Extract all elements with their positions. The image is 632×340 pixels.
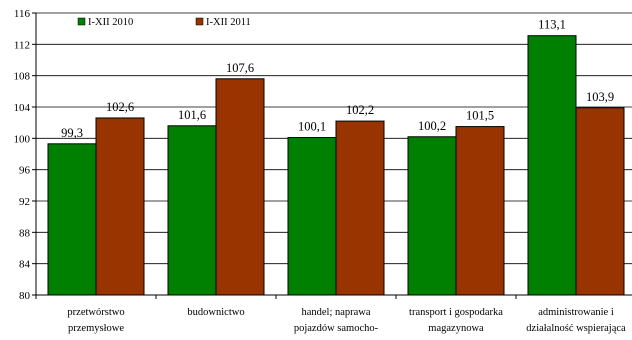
data-label: 100,2 [418,119,446,133]
data-label: 103,9 [586,90,614,104]
legend-label: I-XII 2010 [88,17,133,28]
y-tick-label: 88 [19,227,31,239]
data-label: 101,6 [178,108,206,122]
bar-0-0 [47,143,97,296]
y-tick-label: 80 [19,290,31,302]
data-label: 100,1 [298,120,326,134]
axes [32,12,632,299]
x-category-label: przetwórstwo [67,307,124,318]
legend-swatch [195,17,204,26]
y-tick-label: 100 [14,133,31,145]
bar-0-2 [287,137,337,296]
y-tick-label: 104 [14,102,31,114]
data-label: 99,3 [61,126,83,140]
bar-1-2 [335,120,385,296]
bar-1-3 [455,126,505,296]
x-category-label: administrowanie i [538,307,614,318]
x-category-label: działalność wspierająca [526,323,626,334]
x-category-label: handel; naprawa [301,307,370,318]
bar-1-4 [575,107,625,296]
x-category-label: przemysłowe [68,323,124,334]
data-label: 113,1 [538,18,566,32]
data-label: 107,6 [226,61,254,75]
bar-0-4 [527,35,577,296]
x-category-label: budownictwo [187,307,244,318]
legend-swatch [77,17,86,26]
x-category-label: magazynowa [428,323,484,334]
y-tick-labels: 80 84 88 92 96 100 104 108 112 116 [14,8,31,302]
data-label: 102,6 [106,100,134,114]
y-tick-label: 116 [14,8,31,20]
data-labels: 99,3 101,6 100,1 100,2 113,1 102,6 107,6 102,2 1… [61,18,614,140]
x-category-labels: przetwórstwo przemysłowe budownictwo handel… [67,307,626,334]
legend-label: I-XII 2011 [206,17,251,28]
y-tick-label: 84 [19,259,31,271]
bar-1-0 [95,117,145,296]
legend: I-XII 2010 I-XII 2011 [77,17,251,28]
data-label: 101,5 [466,109,494,123]
bar-1-1 [215,78,265,296]
y-tick-label: 108 [14,71,31,83]
y-tick-label: 92 [19,196,30,208]
x-category-label: pojazdów samocho- [294,323,379,334]
x-category-label: transport i gospodarka [409,307,503,318]
y-tick-label: 112 [14,39,30,51]
data-label: 102,2 [346,103,374,117]
y-tick-label: 96 [19,165,31,177]
bars [47,35,625,296]
bar-0-1 [167,125,217,296]
bar-0-3 [407,136,457,296]
